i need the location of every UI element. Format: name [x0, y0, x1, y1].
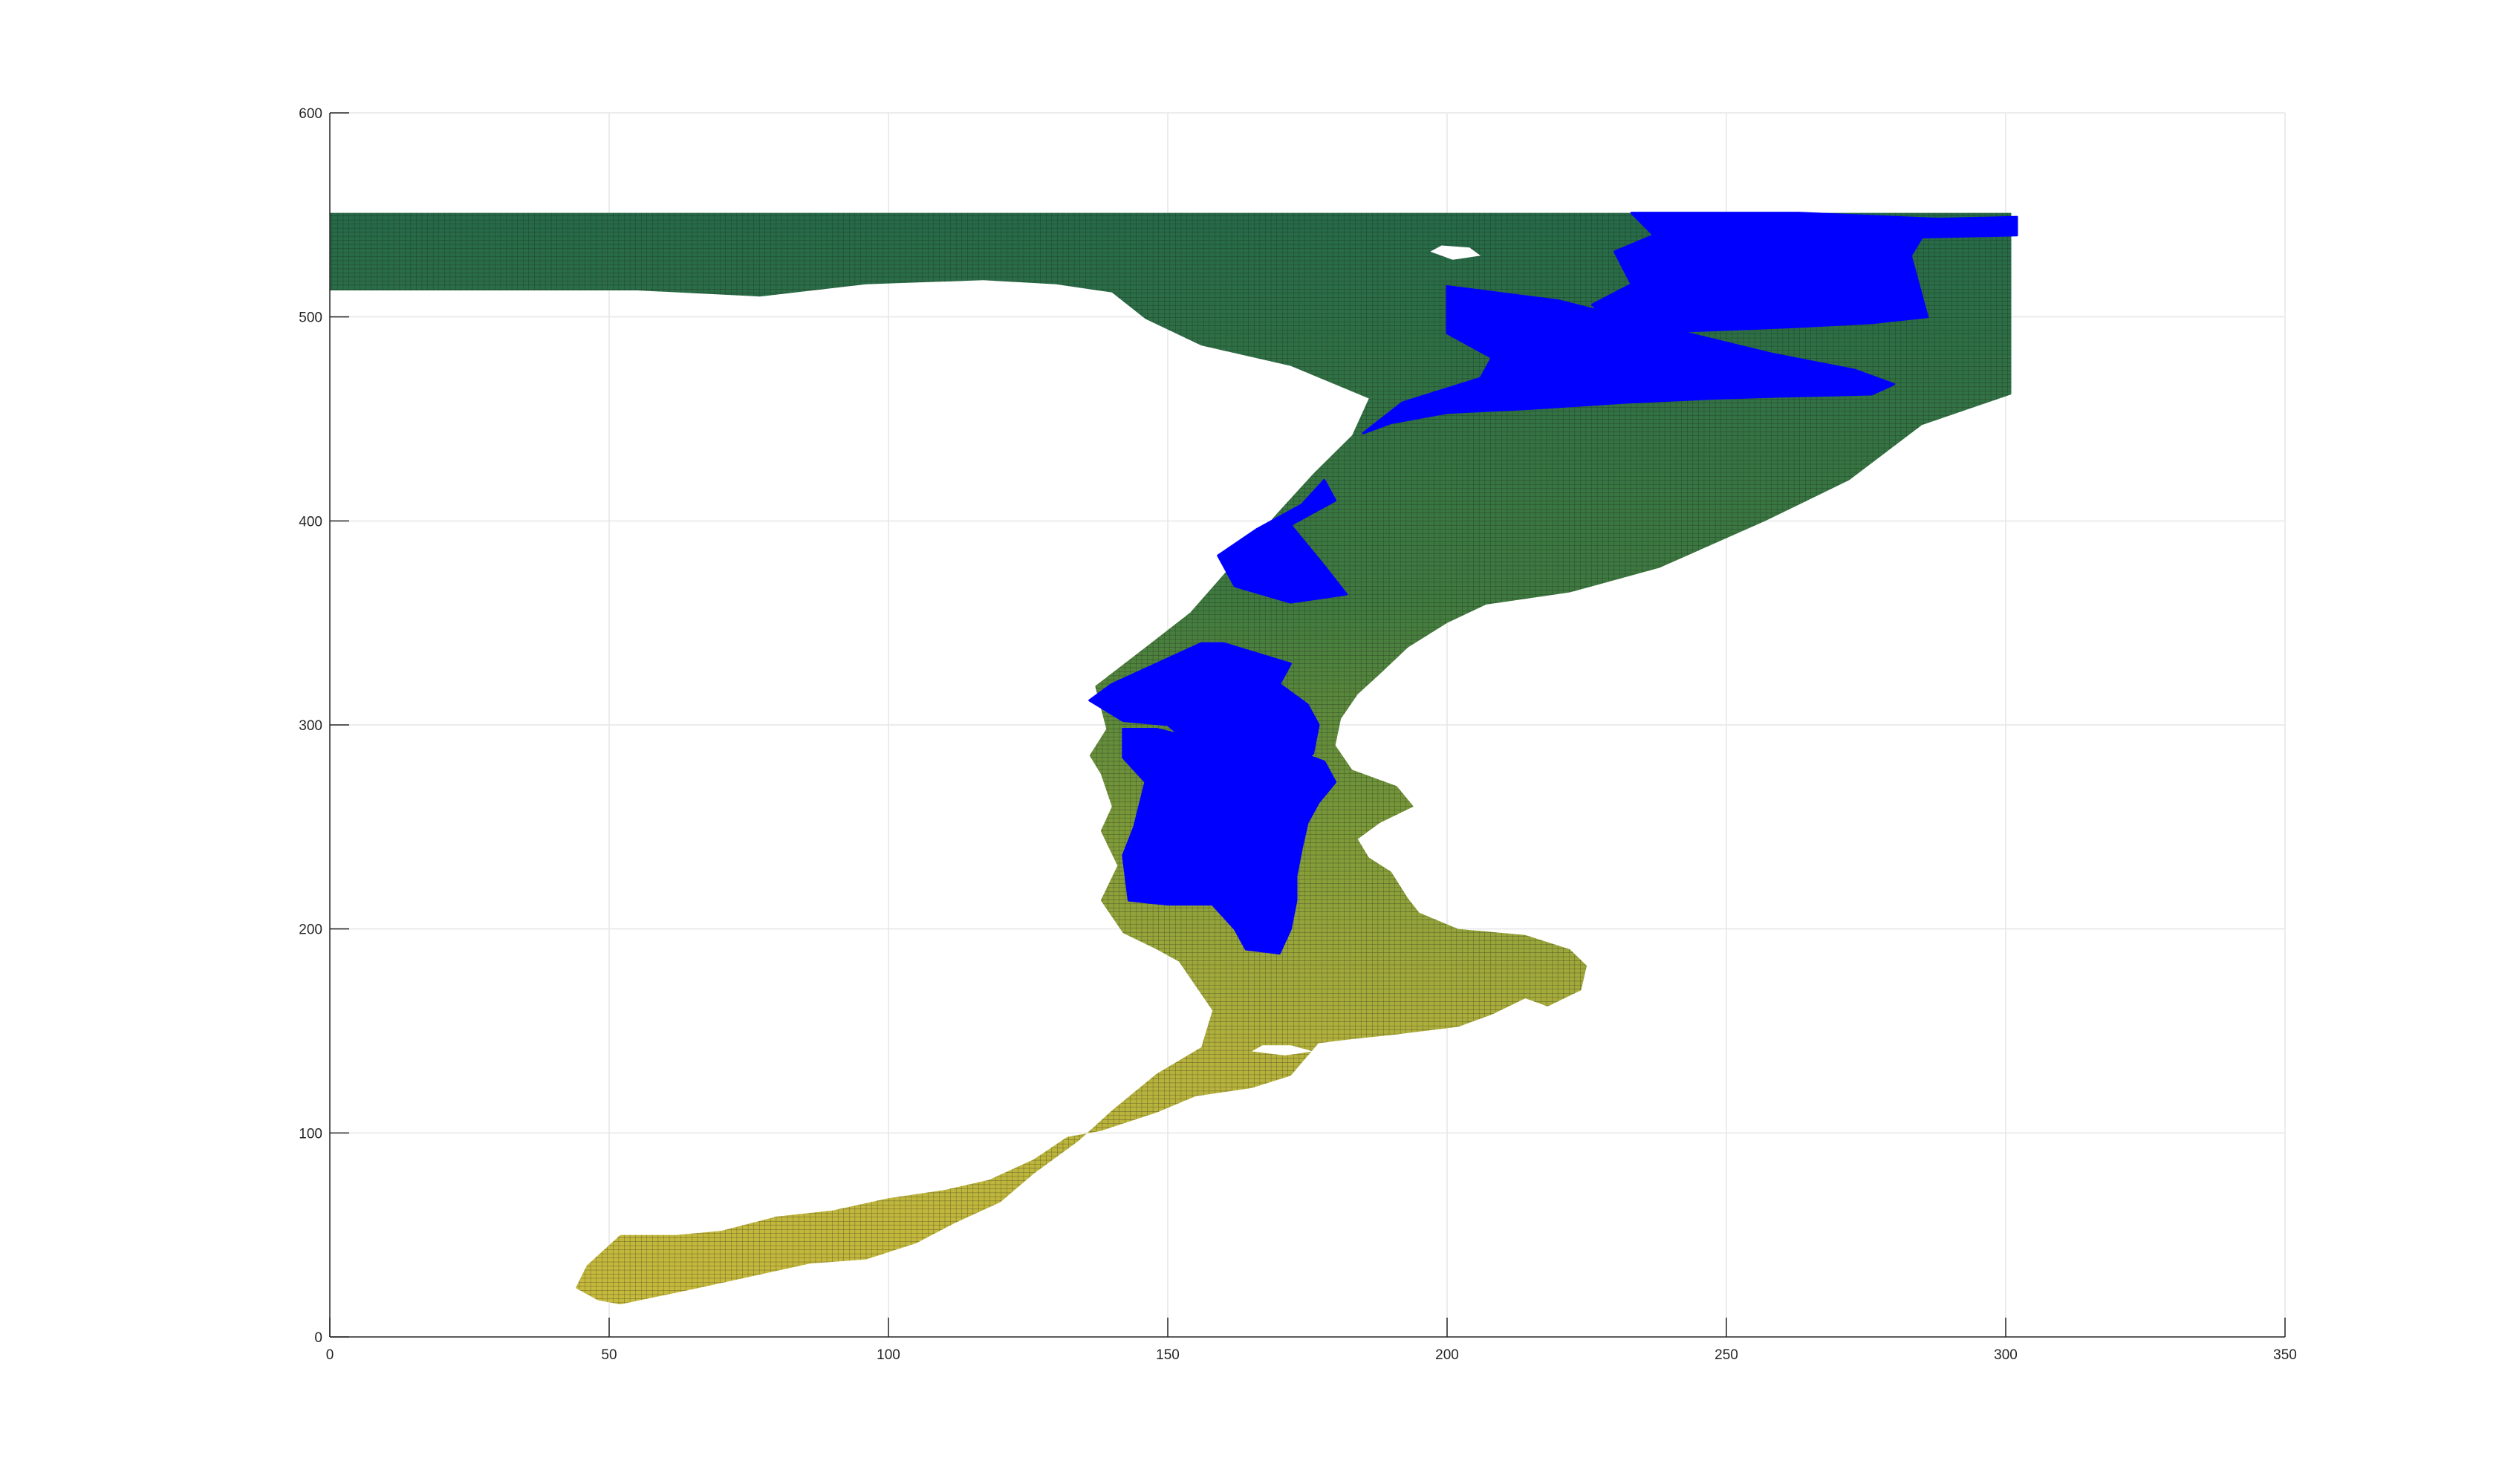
y-tick-label: 200: [299, 922, 322, 938]
highlight-region-2: [1362, 285, 1896, 435]
x-tick-label: 50: [601, 1347, 617, 1363]
x-tick-labels: 0 50 100 150 200 250 300 350: [326, 1347, 2297, 1363]
highlight-region-1: [1591, 212, 2018, 333]
y-tick-label: 300: [299, 718, 322, 734]
x-tick-label: 350: [2273, 1347, 2297, 1363]
y-tick-labels: 0 100 200 300 400 500 600: [299, 106, 322, 1346]
y-tick-label: 100: [299, 1126, 322, 1142]
plot-area: [330, 212, 2018, 1305]
hole-region-1: [1430, 245, 1481, 260]
highlight-region-3: [1217, 478, 1348, 604]
axes: [329, 112, 2286, 1338]
y-tick-label: 400: [299, 514, 322, 530]
hole-regions: [1251, 245, 1481, 1055]
x-tick-label: 250: [1715, 1347, 1738, 1363]
hole-region-2: [1251, 1045, 1313, 1055]
highlight-regions: [1088, 212, 2018, 955]
y-tick-label: 500: [299, 310, 322, 326]
x-tick-label: 300: [1994, 1347, 2018, 1363]
highlight-region-5: [1122, 728, 1337, 955]
x-tick-label: 0: [326, 1347, 334, 1363]
y-tick-label: 0: [314, 1330, 322, 1346]
x-tick-label: 100: [877, 1347, 900, 1363]
y-tick-label: 600: [299, 106, 322, 122]
x-tick-label: 200: [1435, 1347, 1459, 1363]
x-tick-label: 150: [1156, 1347, 1180, 1363]
